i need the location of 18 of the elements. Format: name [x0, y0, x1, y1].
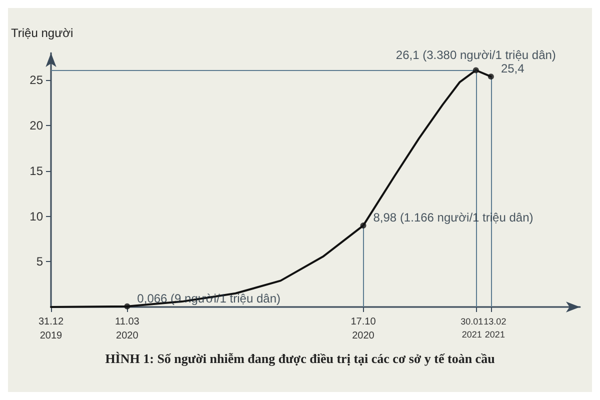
- x-tick-label: 13.02 2021: [484, 316, 506, 340]
- x-tick-label: 11.03 2020: [115, 316, 140, 342]
- y-tick-label: 15: [30, 164, 44, 178]
- x-tick-label: 31.12 2019: [38, 316, 64, 342]
- x-tick-label: 17.10 2020: [350, 316, 376, 342]
- y-tick-label: 5: [36, 254, 44, 269]
- y-axis-title: Triệu người: [11, 26, 74, 40]
- point: [124, 303, 130, 310]
- y-tick-label: 25: [30, 73, 44, 88]
- text: HÌNH 1: Số người nhiễm đang được điều trị tại các cơ sở y tế toàn cầu: [105, 351, 495, 366]
- point: [488, 74, 494, 80]
- point: [360, 222, 366, 229]
- y-tick-label: 20: [30, 118, 44, 133]
- annotation: 26,1 (3.380 người/1 triệu dân): [396, 48, 556, 62]
- point: [472, 67, 479, 74]
- x-tick-label: 30.01 2021: [460, 316, 484, 340]
- annotation: 25,4: [500, 62, 525, 76]
- y-tick-label: 10: [30, 209, 44, 224]
